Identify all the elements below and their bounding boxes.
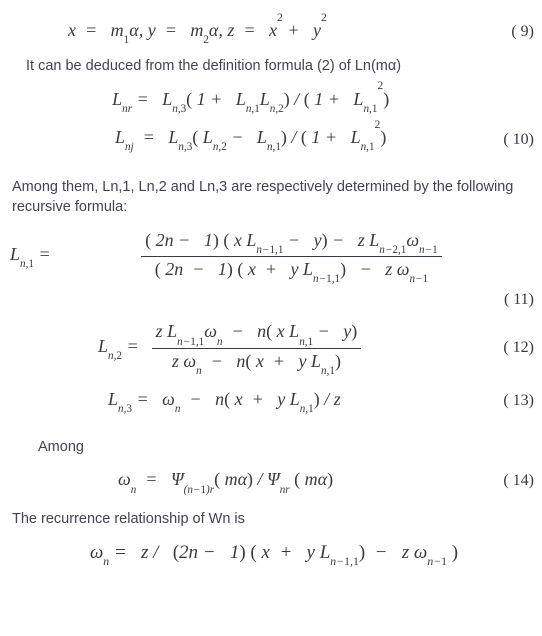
eq14-formula: ωn = Ψ(n−1)r( mα) / Ψnr ( mα) xyxy=(8,467,333,495)
equation-11: Ln,1 = ( 2n − 1) ( x Ln−1,1 − y) − z Ln−… xyxy=(8,228,534,285)
eq10-line-b: Lnj = Ln,3( Ln,2 − Ln,1) / ( 1 + Ln,12) xyxy=(115,125,386,153)
paragraph-1: It can be deduced from the definition fo… xyxy=(26,56,534,76)
paragraph-4: The recurrence relationship of Wn is xyxy=(12,509,534,529)
equation-13: Ln,3 = ωn − n( x + y Ln,1) / z ( 13) xyxy=(8,387,534,415)
eq10-number: ( 10) xyxy=(493,129,534,153)
eq10-line-a: Lnr = Ln,3( 1 + Ln,1Ln,2) / ( 1 + Ln,12) xyxy=(112,87,389,115)
eq12-lhs: Ln,2 = xyxy=(98,334,148,362)
equation-14: ωn = Ψ(n−1)r( mα) / Ψnr ( mα) ( 14) xyxy=(8,467,534,495)
eqwn-formula: ωn = z / (2n − 1) ( x + y Ln−1,1) − z ωn… xyxy=(84,540,458,568)
paragraph-2: Among them, Ln,1, Ln,2 and Ln,3 are resp… xyxy=(12,177,534,218)
eq11-number: ( 11) xyxy=(494,289,534,311)
eq14-number: ( 14) xyxy=(493,470,534,492)
eq9-number: ( 9) xyxy=(501,21,534,43)
eq12-denominator: z ωn − n( x + y Ln,1) xyxy=(152,349,362,377)
eq9-formula: x = m1α, y = m2α, z = x2 + y2 xyxy=(8,18,501,46)
eq11-denominator: ( 2n − 1) ( x + y Ln−1,1) − z ωn−1 xyxy=(141,257,442,285)
paragraph-3: Among xyxy=(38,437,534,457)
equation-10: Lnr = Ln,3( 1 + Ln,1Ln,2) / ( 1 + Ln,12)… xyxy=(8,87,534,153)
eq13-formula: Ln,3 = ωn − n( x + y Ln,1) / z xyxy=(8,387,341,415)
equation-9: x = m1α, y = m2α, z = x2 + y2 ( 9) xyxy=(8,18,534,46)
eq12-fraction: z Ln−1,1ωn − n( x Ln,1 − y) z ωn − n( x … xyxy=(152,319,362,376)
eq12-numerator: z Ln−1,1ωn − n( x Ln,1 − y) xyxy=(152,319,362,348)
eq12-number: ( 12) xyxy=(493,337,534,359)
eq11-fraction: ( 2n − 1) ( x Ln−1,1 − y) − z Ln−2,1ωn−1… xyxy=(141,228,442,285)
eq11-numerator: ( 2n − 1) ( x Ln−1,1 − y) − z Ln−2,1ωn−1 xyxy=(141,228,442,257)
eq11-lhs: Ln,1 = xyxy=(8,242,51,270)
equation-wn: ωn = z / (2n − 1) ( x + y Ln−1,1) − z ωn… xyxy=(8,540,534,568)
equation-11-num-row: ( 11) xyxy=(8,289,534,311)
equation-12: Ln,2 = z Ln−1,1ωn − n( x Ln,1 − y) z ωn … xyxy=(8,319,534,376)
eq13-number: ( 13) xyxy=(493,390,534,412)
